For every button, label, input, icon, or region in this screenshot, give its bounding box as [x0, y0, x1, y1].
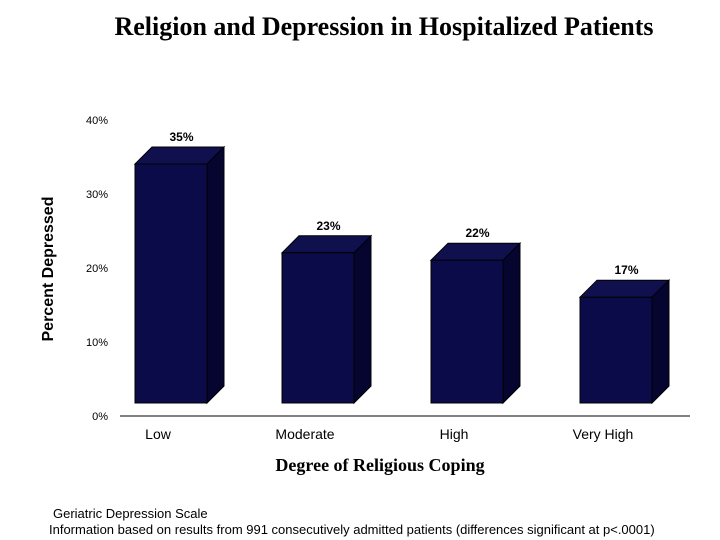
bars-layer — [133, 145, 671, 405]
y-tick-label: 0% — [92, 411, 108, 423]
y-tick-label: 10% — [86, 337, 108, 349]
data-label: 17% — [614, 263, 638, 277]
bar-front-face — [579, 296, 653, 404]
footnote-info: Information based on results from 991 co… — [49, 522, 655, 537]
bar-low — [133, 145, 226, 405]
footnote-scale: Geriatric Depression Scale — [53, 506, 208, 521]
bar-front-face — [430, 259, 504, 404]
bar-very-high — [578, 278, 671, 405]
bar-front-face — [134, 163, 208, 404]
y-tick-label: 30% — [86, 189, 108, 201]
labels-layer: 35% Low 23% Moderate 22% High 17% Very High — [145, 130, 639, 442]
x-tick-label: Low — [145, 426, 172, 442]
bar-side-face — [206, 145, 225, 405]
y-tick-label: 40% — [86, 115, 108, 127]
y-axis-label: Percent Depressed — [40, 197, 57, 342]
x-axis-label: Degree of Religious Coping — [275, 455, 484, 475]
bar-side-face — [502, 241, 521, 405]
bar-high — [429, 241, 522, 405]
bar-side-face — [353, 234, 372, 405]
bar-front-face — [281, 252, 355, 404]
y-tick-label: 20% — [86, 263, 108, 275]
axis-layer: 0% 10% 20% 30% 40% — [86, 115, 690, 423]
x-tick-label: Very High — [573, 426, 634, 442]
x-tick-label: High — [440, 426, 469, 442]
data-label: 23% — [316, 219, 340, 233]
chart-title: Religion and Depression in Hospitalized … — [114, 12, 654, 41]
data-label: 22% — [465, 226, 489, 240]
bar-chart: 0% 10% 20% 30% 40% 35% Low 23% Moderate 22% High 1… — [40, 115, 690, 475]
bar-side-face — [651, 278, 670, 405]
data-label: 35% — [169, 130, 193, 144]
bar-moderate — [280, 234, 373, 405]
x-tick-label: Moderate — [275, 426, 334, 442]
